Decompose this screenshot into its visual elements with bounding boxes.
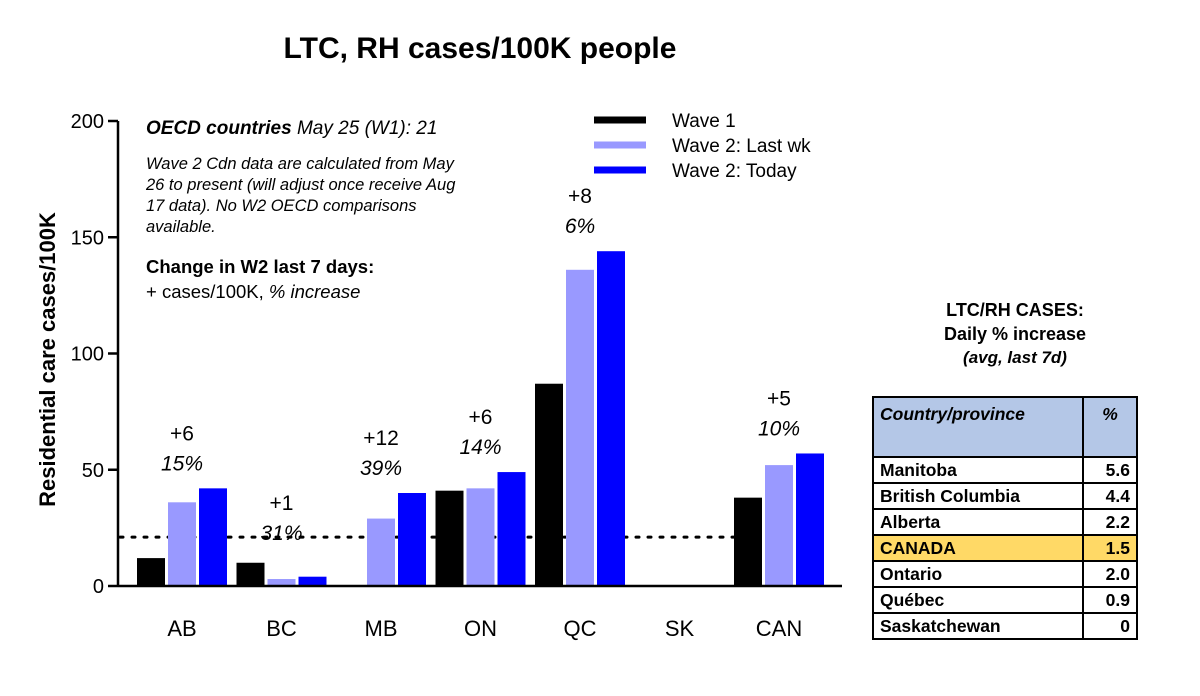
table-row-highlighted: CANADA 1.5 — [872, 534, 1138, 562]
table-row: Saskatchewan 0 — [872, 612, 1138, 640]
table-row: Manitoba 5.6 — [872, 456, 1138, 484]
change-sub-italic: % increase — [268, 281, 361, 302]
y-axis-label: Residential care cases/100K — [35, 212, 60, 507]
bar-qc-series-1 — [535, 383, 563, 586]
bar-can-series-1 — [734, 497, 762, 586]
change-plus-label: +6 — [170, 422, 194, 445]
row-value: 2.0 — [1082, 560, 1138, 588]
bar-on-series-1 — [435, 490, 464, 586]
x-tick-label: SK — [665, 616, 695, 641]
change-pct-label: 14% — [459, 436, 501, 459]
bar-bc-series-2 — [267, 579, 296, 586]
bar-on-series-2 — [466, 488, 495, 586]
x-tick-label: AB — [167, 616, 196, 641]
row-value: 5.6 — [1082, 456, 1138, 484]
change-pct-label: 10% — [758, 417, 800, 440]
legend-label: Wave 1 — [672, 111, 736, 132]
bar-can-series-2 — [765, 465, 793, 586]
table-row: Ontario 2.0 — [872, 560, 1138, 588]
change-plus-label: +12 — [363, 427, 399, 450]
row-value: 2.2 — [1082, 508, 1138, 536]
x-tick-label: BC — [266, 616, 297, 641]
row-name: Manitoba — [872, 456, 1084, 484]
row-value: 0 — [1082, 612, 1138, 640]
change-pct-label: 15% — [161, 452, 203, 475]
chart-title: LTC, RH cases/100K people — [283, 32, 677, 65]
row-value: 4.4 — [1082, 482, 1138, 510]
oecd-reference-note: OECD countries May 25 (W1): 21 — [146, 118, 566, 140]
bar-bc-series-1 — [236, 562, 265, 586]
bar-bc-series-3 — [298, 576, 327, 586]
row-name: Saskatchewan — [872, 612, 1084, 640]
change-plus-label: +1 — [270, 492, 294, 515]
row-value: 0.9 — [1082, 586, 1138, 614]
row-value: 1.5 — [1082, 534, 1138, 562]
y-tick-label: 200 — [71, 111, 104, 133]
bar-ab-series-2 — [168, 502, 196, 586]
change-sub-plain: + cases/100K, — [146, 281, 269, 302]
change-pct-label: 31% — [260, 522, 302, 545]
oecd-label: OECD countries — [146, 118, 292, 139]
wave2-data-note: Wave 2 Cdn data are calculated from May … — [146, 155, 456, 236]
y-tick-label: 0 — [93, 576, 104, 598]
legend-label: Wave 2: Last wk — [672, 136, 811, 157]
change-subtitle: + cases/100K, % increase — [146, 281, 566, 303]
row-name: Québec — [872, 586, 1084, 614]
change-plus-label: +6 — [469, 406, 493, 429]
daily-increase-table: Country/province % Manitoba 5.6 British C… — [872, 396, 1138, 640]
header-country: Country/province — [872, 396, 1084, 458]
bar-mb-series-2 — [367, 518, 395, 586]
header-percent: % — [1082, 396, 1138, 458]
table-header-row: Country/province % — [872, 396, 1138, 458]
side-title-line2: Daily % increase — [943, 324, 1087, 344]
oecd-value: May 25 (W1): 21 — [291, 118, 438, 139]
side-table-title: LTC/RH CASES: Daily % increase — [900, 298, 1130, 346]
row-name: Ontario — [872, 560, 1084, 588]
side-table-subtitle: (avg, last 7d) — [963, 348, 1067, 367]
row-name: Alberta — [872, 508, 1084, 536]
row-name: British Columbia — [872, 482, 1084, 510]
annotation-block: OECD countries May 25 (W1): 21 Wave 2 Cd… — [146, 118, 566, 303]
change-title: Change in W2 last 7 days: — [146, 256, 375, 277]
change-pct-label: 6% — [565, 215, 595, 238]
x-tick-label: QC — [564, 616, 597, 641]
bar-mb-series-3 — [398, 493, 426, 586]
bar-ab-series-1 — [137, 558, 165, 586]
change-plus-label: +8 — [568, 185, 592, 208]
x-tick-label: MB — [365, 616, 398, 641]
bar-ab-series-3 — [199, 488, 227, 586]
table-row: Québec 0.9 — [872, 586, 1138, 614]
bar-qc-series-2 — [566, 269, 594, 586]
legend-label: Wave 2: Today — [672, 161, 797, 182]
y-tick-label: 100 — [71, 344, 104, 366]
table-row: British Columbia 4.4 — [872, 482, 1138, 510]
bar-qc-series-3 — [597, 251, 625, 586]
x-tick-label: CAN — [756, 616, 802, 641]
table-row: Alberta 2.2 — [872, 508, 1138, 536]
bar-can-series-3 — [796, 453, 824, 586]
side-title-line1: LTC/RH CASES: — [946, 300, 1084, 320]
x-tick-label: ON — [464, 616, 497, 641]
change-plus-label: +5 — [767, 387, 791, 410]
row-name: CANADA — [872, 534, 1084, 562]
y-tick-label: 150 — [71, 227, 104, 249]
bar-on-series-3 — [497, 472, 526, 586]
y-tick-label: 50 — [82, 460, 104, 482]
change-pct-label: 39% — [360, 457, 402, 480]
